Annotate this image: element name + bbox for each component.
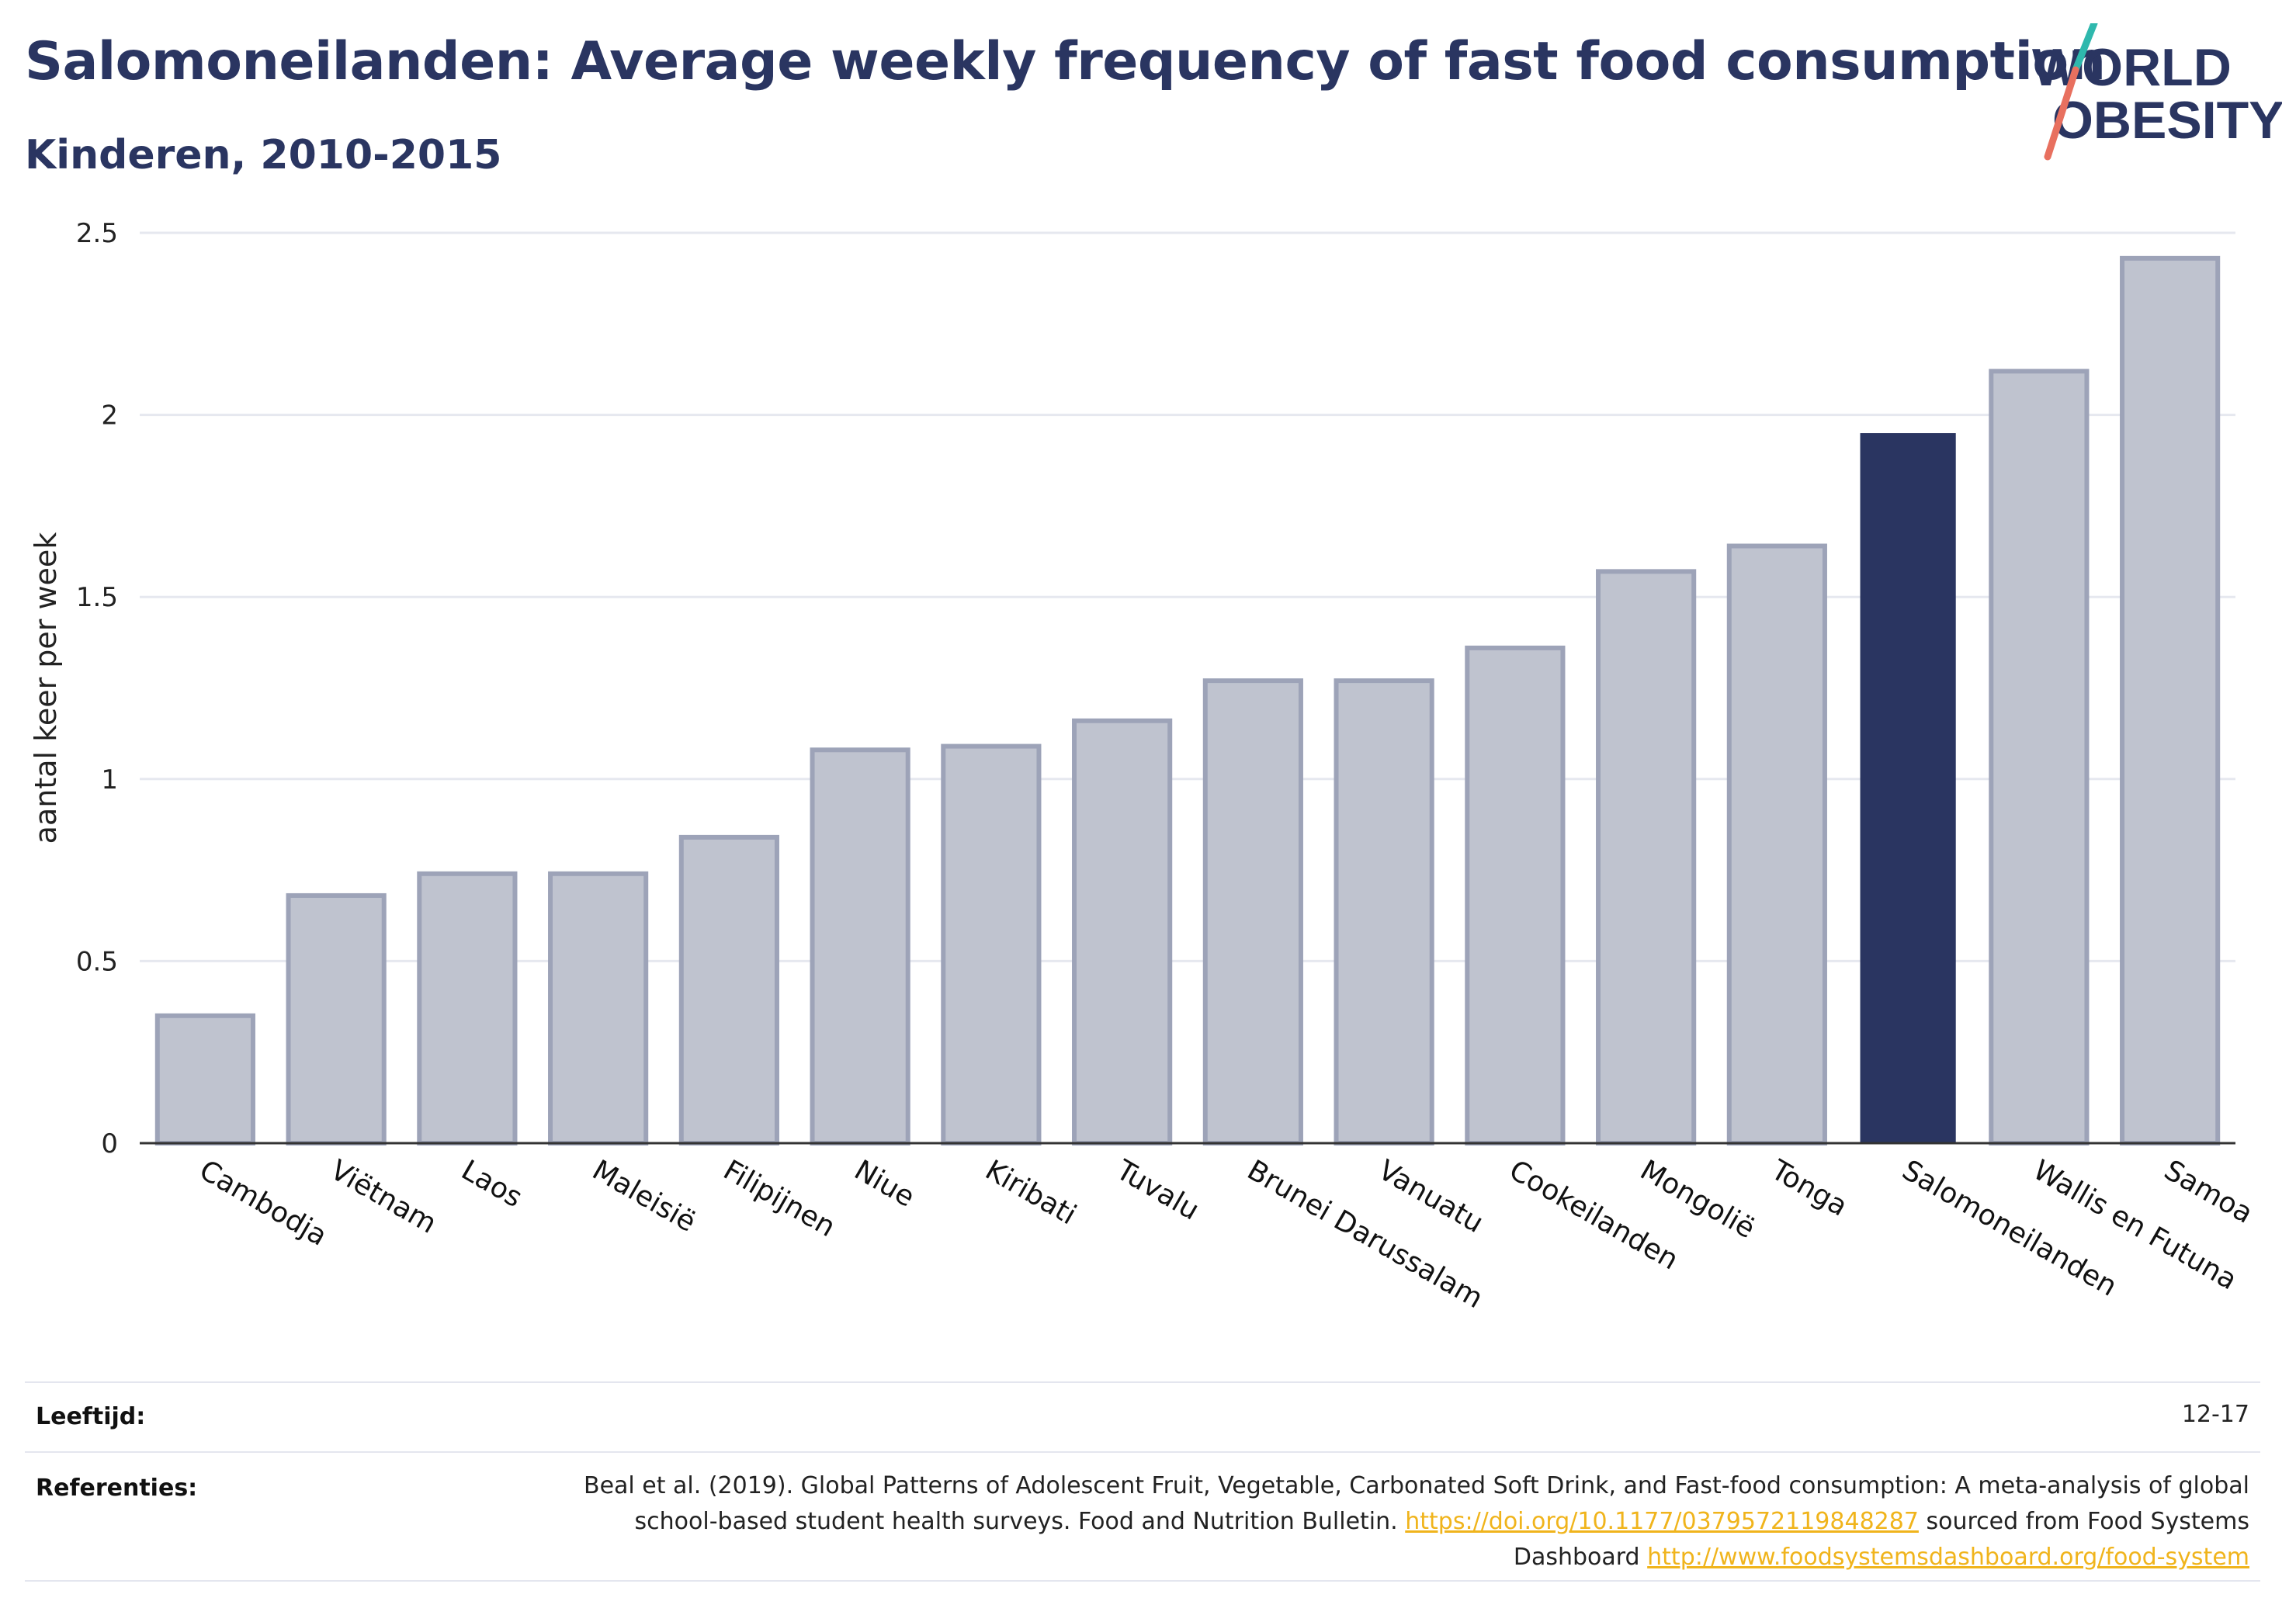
logo-line1: WORLD: [2032, 38, 2232, 97]
y-tick-label: 1: [101, 764, 118, 795]
bar: [678, 834, 779, 1145]
bar: [941, 743, 1042, 1146]
bar: [548, 871, 649, 1145]
y-tick-label: 0.5: [76, 946, 118, 977]
bar: [417, 871, 518, 1145]
world-obesity-logo: WORLD OBESITY: [2032, 23, 2282, 161]
reference-citation: Beal et al. (2019). Global Patterns of A…: [583, 1472, 2249, 1535]
bar-chart: 0 0.5 1 1.5 2 2.5 aantal keer per week Cambodja…: [29, 218, 2258, 1315]
x-tick-label: Cambodja: [194, 1154, 332, 1253]
bar-highlighted: [1860, 433, 1956, 1143]
bar: [1072, 718, 1173, 1145]
x-tick-label: Samoa: [2159, 1154, 2258, 1230]
y-tick-label: 2: [101, 400, 118, 431]
logo-slash-teal: [2072, 23, 2098, 74]
age-label: Leeftijd:: [36, 1403, 146, 1430]
x-tick-label: Laos: [456, 1154, 527, 1214]
bar: [286, 892, 387, 1145]
bar: [1465, 645, 1566, 1145]
y-tick-label: 2.5: [76, 218, 118, 249]
references-text: Beal et al. (2019). Global Patterns of A…: [581, 1468, 2249, 1575]
x-tick-label: Niue: [849, 1154, 920, 1213]
y-tick-label: 0: [101, 1128, 118, 1159]
footer-divider-top: [25, 1381, 2260, 1383]
x-tick-label: Tuvalu: [1110, 1154, 1204, 1227]
x-tick-label: Brunei Darussalam: [1242, 1154, 1488, 1315]
bar: [2120, 255, 2221, 1145]
references-label: Referenties:: [36, 1475, 198, 1502]
footer-divider-bottom: [25, 1580, 2260, 1582]
age-value: 12-17: [2181, 1401, 2249, 1428]
y-tick-label: 1.5: [76, 582, 118, 613]
x-tick-label: Filipijnen: [718, 1154, 841, 1243]
footer-divider-middle: [25, 1451, 2260, 1453]
reference-doi-link[interactable]: https://doi.org/10.1177/0379572119848287: [1405, 1508, 1919, 1535]
x-tick-label: Tonga: [1765, 1154, 1853, 1223]
y-axis-label: aantal keer per week: [29, 532, 63, 844]
logo-slash-coral: [2044, 66, 2079, 161]
logo-line2: OBESITY: [2052, 91, 2282, 150]
page-subtitle: Kinderen, 2010-2015: [25, 132, 502, 178]
x-tick-label: Salomoneilanden: [1897, 1154, 2122, 1302]
bar: [1726, 543, 1827, 1145]
x-tick-label: Vanuatu: [1373, 1154, 1489, 1239]
x-tick-label: Maleisië: [587, 1154, 701, 1239]
reference-dashboard-link[interactable]: http://www.foodsystemsdashboard.org/food…: [1647, 1544, 2249, 1571]
bar: [1596, 569, 1697, 1145]
bar: [154, 1013, 255, 1146]
x-tick-label: Kiribati: [980, 1154, 1081, 1231]
bar: [1202, 678, 1303, 1145]
page-title: Salomoneilanden: Average weekly frequenc…: [25, 31, 2106, 92]
reference-source: sourced from Food Systems Dashboard: [1513, 1508, 2249, 1571]
bar: [810, 747, 910, 1145]
bar: [1334, 678, 1434, 1145]
bar: [1989, 369, 2090, 1145]
x-tick-label: Viëtnam: [325, 1154, 442, 1240]
